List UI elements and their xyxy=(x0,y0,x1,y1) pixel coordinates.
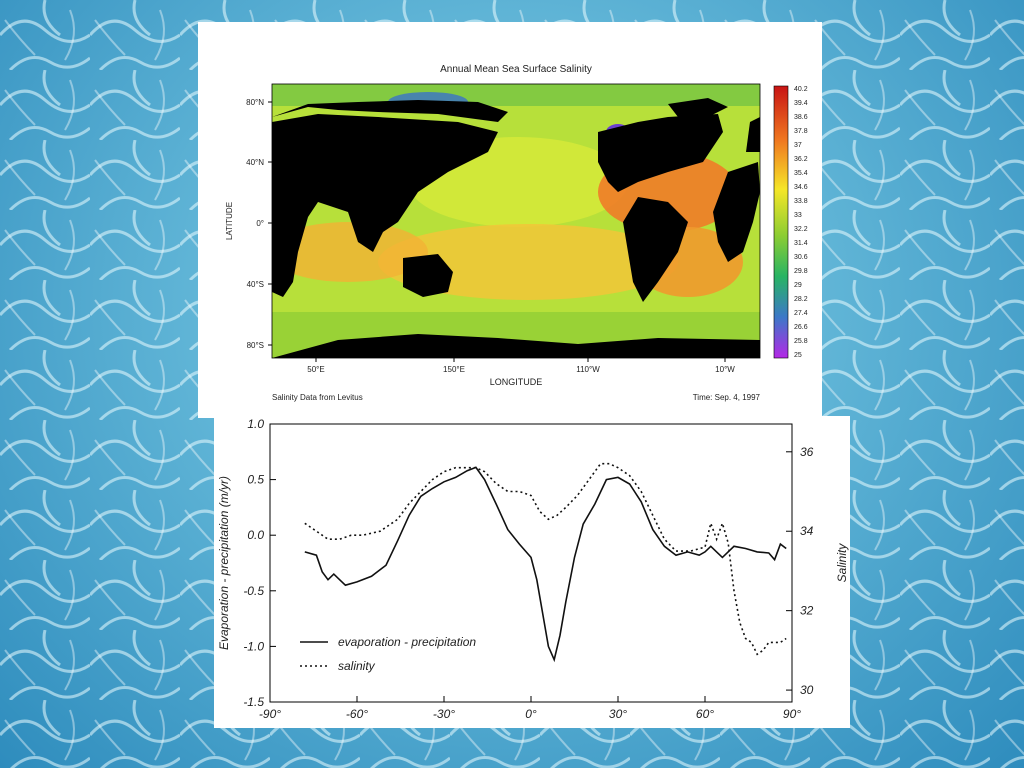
evap-salinity-chart: -90° -60° -30° 0° 30° 60° 90° 1.0 0.5 0.0 -0.5 -1.… xyxy=(217,417,849,721)
map-ytick-label: 40°S xyxy=(247,280,264,289)
colorbar-tick-label: 33 xyxy=(794,212,802,219)
x-tick-label: -90° xyxy=(259,707,281,721)
map-xtick-label: 50°E xyxy=(307,365,324,374)
map-y-label: LATITUDE xyxy=(225,202,234,240)
map-footer-right: Time: Sep. 4, 1997 xyxy=(693,393,761,402)
salinity-map-panel: Annual Mean Sea Surface Salinity xyxy=(198,22,822,418)
map-x-axis: 50°E 150°E 110°W 10°W LONGITUDE xyxy=(307,358,735,387)
left-y-tick-label: -1.0 xyxy=(243,639,264,653)
colorbar-tick-label: 31.4 xyxy=(794,240,808,247)
x-axis: -90° -60° -30° 0° 30° 60° 90° xyxy=(259,696,801,721)
salinity-field xyxy=(272,84,760,358)
series-salinity xyxy=(304,462,787,656)
legend-label: evaporation - precipitation xyxy=(338,635,476,649)
left-y-tick-label: 0.5 xyxy=(247,473,264,487)
series-evaporation-precipitation xyxy=(304,466,787,663)
x-tick-label: 0° xyxy=(525,707,537,721)
colorbar-tick-label: 37 xyxy=(794,142,802,149)
x-tick-label: -60° xyxy=(346,707,368,721)
colorbar-tick-label: 38.6 xyxy=(794,114,808,121)
colorbar-tick-label: 39.4 xyxy=(794,100,808,107)
map-y-axis: 80°N 40°N 0° 40°S 80°S LATITUDE xyxy=(225,98,272,350)
colorbar-tick-label: 26.6 xyxy=(794,324,808,331)
colorbar-tick-label: 32.2 xyxy=(794,226,808,233)
colorbar: 40.2 39.4 38.6 37.8 37 36.2 35.4 34.6 33.8 33 32.2… xyxy=(773,85,808,359)
colorbar-tick-label: 33.8 xyxy=(794,198,808,205)
x-tick-label: 60° xyxy=(696,707,714,721)
left-y-axis: 1.0 0.5 0.0 -0.5 -1.0 -1.5 xyxy=(243,417,276,709)
right-y-axis: 36 34 32 30 xyxy=(786,445,814,697)
map-title: Annual Mean Sea Surface Salinity xyxy=(440,64,592,75)
left-y-tick-label: -0.5 xyxy=(243,584,264,598)
map-footer-left: Salinity Data from Levitus xyxy=(272,393,363,402)
legend: evaporation - precipitation salinity xyxy=(300,635,476,673)
right-y-tick-label: 36 xyxy=(800,445,814,459)
salinity-map-chart: Annual Mean Sea Surface Salinity xyxy=(225,64,808,402)
left-y-label: Evaporation - precipitation (m/yr) xyxy=(217,476,231,650)
colorbar-tick-label: 40.2 xyxy=(794,86,808,93)
left-y-tick-label: 1.0 xyxy=(247,417,264,431)
colorbar-tick-label: 29.8 xyxy=(794,268,808,275)
x-tick-label: 30° xyxy=(609,707,627,721)
left-y-tick-label: 0.0 xyxy=(247,528,264,542)
map-ytick-label: 80°N xyxy=(246,98,264,107)
colorbar-tick-label: 35.4 xyxy=(794,170,808,177)
legend-label: salinity xyxy=(338,659,376,673)
map-x-label: LONGITUDE xyxy=(490,377,543,387)
x-tick-label: -30° xyxy=(433,707,455,721)
colorbar-tick-label: 30.6 xyxy=(794,254,808,261)
colorbar-tick-label: 29 xyxy=(794,282,802,289)
right-y-tick-label: 34 xyxy=(800,524,814,538)
left-y-tick-label: -1.5 xyxy=(243,695,264,709)
colorbar-tick-label: 36.2 xyxy=(794,156,808,163)
right-y-tick-label: 30 xyxy=(800,683,814,697)
colorbar-tick-label: 25 xyxy=(794,352,802,359)
colorbar-tick-label: 25.8 xyxy=(794,338,808,345)
map-ytick-label: 80°S xyxy=(247,341,264,350)
map-ytick-label: 0° xyxy=(256,219,264,228)
map-xtick-label: 150°E xyxy=(443,365,465,374)
colorbar-tick-label: 27.4 xyxy=(794,310,808,317)
land-masses xyxy=(272,98,760,358)
colorbar-tick-label: 28.2 xyxy=(794,296,808,303)
x-tick-label: 90° xyxy=(783,707,801,721)
colorbar-tick-label: 37.8 xyxy=(794,128,808,135)
map-xtick-label: 10°W xyxy=(715,365,735,374)
evap-salinity-panel: -90° -60° -30° 0° 30° 60° 90° 1.0 0.5 0.0 -0.5 -1.… xyxy=(214,416,850,728)
right-y-label: Salinity xyxy=(835,543,849,583)
right-y-tick-label: 32 xyxy=(800,604,814,618)
map-ytick-label: 40°N xyxy=(246,158,264,167)
colorbar-tick-label: 34.6 xyxy=(794,184,808,191)
map-xtick-label: 110°W xyxy=(576,365,600,374)
